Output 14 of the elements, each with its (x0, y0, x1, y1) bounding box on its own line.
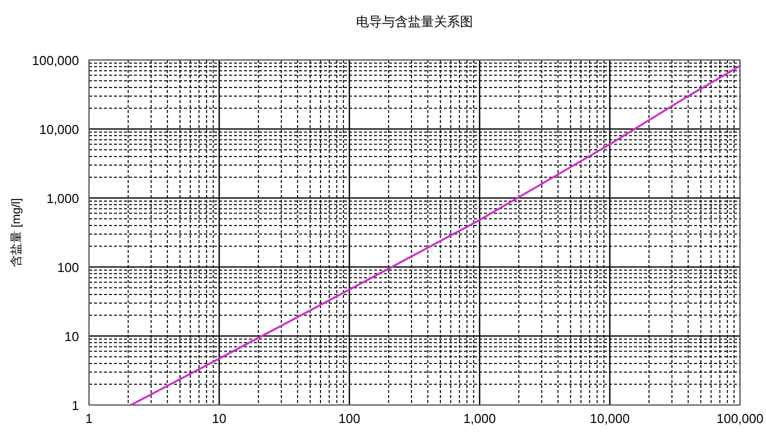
y-axis-title: 含盐量 [mg/l] (9, 198, 23, 267)
y-tick-label: 1 (72, 398, 79, 413)
x-tick-label: 100,000 (716, 411, 764, 426)
x-tick-label: 1 (85, 411, 93, 426)
x-tick-label: 10 (212, 411, 226, 426)
y-tick-label: 10 (64, 329, 79, 344)
x-tick-label: 1,000 (463, 411, 496, 426)
x-tick-label: 10,000 (590, 411, 630, 426)
y-tick-label: 100 (57, 260, 79, 275)
x-tick-label: 100 (338, 411, 360, 426)
y-tick-label: 100,000 (32, 53, 79, 68)
y-tick-label: 1,000 (46, 191, 79, 206)
chart-title: 电导与含盐量关系图 (356, 14, 473, 29)
y-tick-label: 10,000 (39, 122, 79, 137)
